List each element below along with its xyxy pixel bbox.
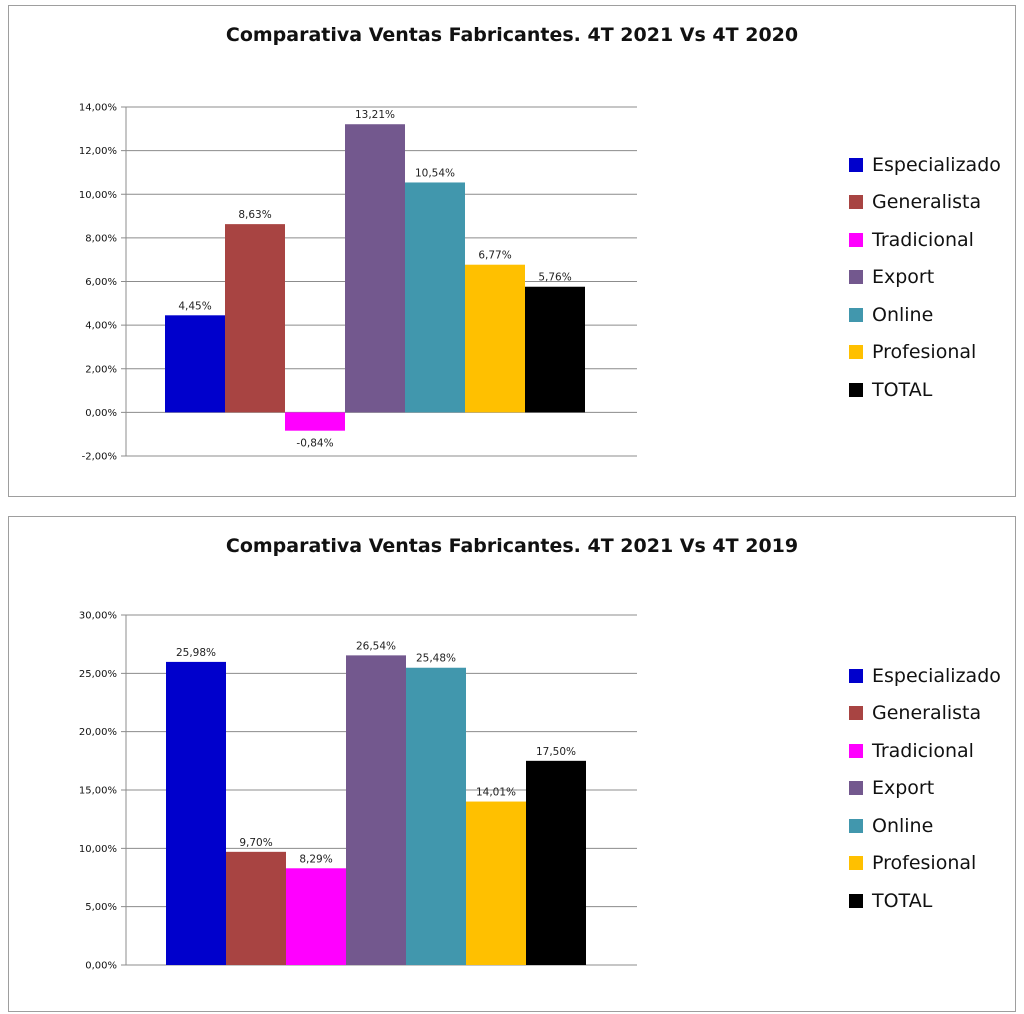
legend-swatch	[849, 818, 863, 833]
legend-label: Profesional	[872, 341, 977, 364]
legend-label: Export	[872, 266, 935, 289]
chart-title: Comparativa Ventas Fabricantes. 4T 2021 …	[225, 24, 799, 46]
legend-label: Generalista	[872, 191, 982, 214]
legend-item-generalista: Generalista	[849, 184, 1001, 222]
data-label: 8,29%	[299, 853, 332, 865]
legend-item-profesional: Profesional	[849, 845, 1001, 883]
legend-label: Tradicional	[872, 228, 974, 251]
y-tick-label: 10,00%	[79, 190, 117, 201]
legend-label: Especializado	[872, 153, 1001, 176]
bar-chart-plot: 0,00% 5,00% 10,00% 15,00% 20,00% 25,00% 30,00%…	[79, 611, 637, 972]
y-tick-label: 5,00%	[85, 902, 117, 913]
y-tick-label: 6,00%	[85, 277, 117, 288]
legend-swatch	[849, 668, 863, 683]
legend-swatch	[849, 382, 863, 397]
y-tick-label: -2,00%	[82, 452, 117, 463]
y-tick-label: 0,00%	[85, 408, 117, 419]
legend-label: Generalista	[872, 702, 982, 725]
data-label: 9,70%	[239, 837, 272, 849]
legend-item-export: Export	[849, 259, 1001, 297]
bar	[465, 264, 525, 413]
y-tick-label: 30,00%	[79, 611, 117, 622]
bar	[226, 851, 286, 965]
legend-item-especializado: Especializado	[849, 657, 1001, 695]
y-tick-label: 15,00%	[79, 786, 117, 797]
bar	[525, 286, 585, 413]
y-tick-label: 14,00%	[79, 103, 117, 114]
bar	[466, 801, 526, 965]
bar	[225, 224, 285, 413]
bar	[166, 661, 226, 965]
legend-label: Profesional	[872, 852, 977, 875]
y-tick-label: 10,00%	[79, 844, 117, 855]
data-label: 25,98%	[176, 647, 216, 659]
legend-swatch	[849, 781, 863, 796]
legend-swatch	[849, 893, 863, 908]
bar	[345, 124, 405, 413]
legend-swatch	[849, 307, 863, 322]
legend-label: Online	[872, 814, 934, 837]
data-label: 10,54%	[415, 167, 455, 179]
legend-swatch	[849, 743, 863, 758]
legend-label: Tradicional	[872, 739, 974, 762]
legend-label: Export	[872, 777, 935, 800]
chart-legend: Especializado Generalista Tradicional Ex…	[849, 146, 1001, 409]
bar-chart-plot: -2,00% 0,00% 2,00% 4,00% 6,00% 8,00% 10,00% 12,…	[79, 103, 637, 463]
y-tick-label: 0,00%	[85, 961, 117, 972]
legend-item-online: Online	[849, 296, 1001, 334]
legend-item-tradicional: Tradicional	[849, 221, 1001, 259]
y-tick-label: 12,00%	[79, 146, 117, 157]
legend-item-profesional: Profesional	[849, 334, 1001, 372]
legend-swatch	[849, 270, 863, 285]
legend-label: TOTAL	[872, 889, 933, 912]
chart-panel-2: Comparativa Ventas Fabricantes. 4T 2021 …	[8, 516, 1016, 1012]
y-tick-label: 20,00%	[79, 727, 117, 738]
legend-item-generalista: Generalista	[849, 695, 1001, 733]
data-label: 17,50%	[536, 746, 576, 758]
data-label: 26,54%	[356, 640, 396, 652]
legend-swatch	[849, 157, 863, 172]
legend-item-export: Export	[849, 770, 1001, 808]
legend-swatch	[849, 706, 863, 721]
data-label: 5,76%	[538, 272, 571, 284]
legend-label: Online	[872, 303, 934, 326]
legend-item-especializado: Especializado	[849, 146, 1001, 184]
bar	[405, 182, 465, 413]
bar	[286, 868, 346, 965]
y-tick-label: 4,00%	[85, 321, 117, 332]
data-label: 14,01%	[476, 787, 516, 799]
chart-panel-1: Comparativa Ventas Fabricantes. 4T 2021 …	[8, 5, 1016, 497]
legend-label: Especializado	[872, 664, 1001, 687]
legend-swatch	[849, 345, 863, 360]
data-label: 6,77%	[478, 250, 511, 262]
data-label: -0,84%	[296, 438, 333, 450]
legend-swatch	[849, 856, 863, 871]
legend-item-total: TOTAL	[849, 371, 1001, 409]
legend-item-tradicional: Tradicional	[849, 732, 1001, 770]
legend-item-total: TOTAL	[849, 882, 1001, 920]
legend-label: TOTAL	[872, 378, 933, 401]
chart-legend: Especializado Generalista Tradicional Ex…	[849, 657, 1001, 920]
bar	[346, 655, 406, 965]
legend-item-online: Online	[849, 807, 1001, 845]
y-tick-label: 25,00%	[79, 669, 117, 680]
data-label: 13,21%	[355, 109, 395, 121]
chart-title: Comparativa Ventas Fabricantes. 4T 2021 …	[225, 535, 799, 557]
data-label: 25,48%	[416, 653, 456, 665]
data-label: 8,63%	[238, 209, 271, 221]
bar	[165, 315, 225, 413]
y-tick-label: 8,00%	[85, 233, 117, 244]
y-tick-label: 2,00%	[85, 364, 117, 375]
bar	[526, 760, 586, 965]
bar	[285, 412, 345, 431]
legend-swatch	[849, 195, 863, 210]
legend-swatch	[849, 232, 863, 247]
bar	[406, 667, 466, 965]
data-label: 4,45%	[178, 300, 211, 312]
